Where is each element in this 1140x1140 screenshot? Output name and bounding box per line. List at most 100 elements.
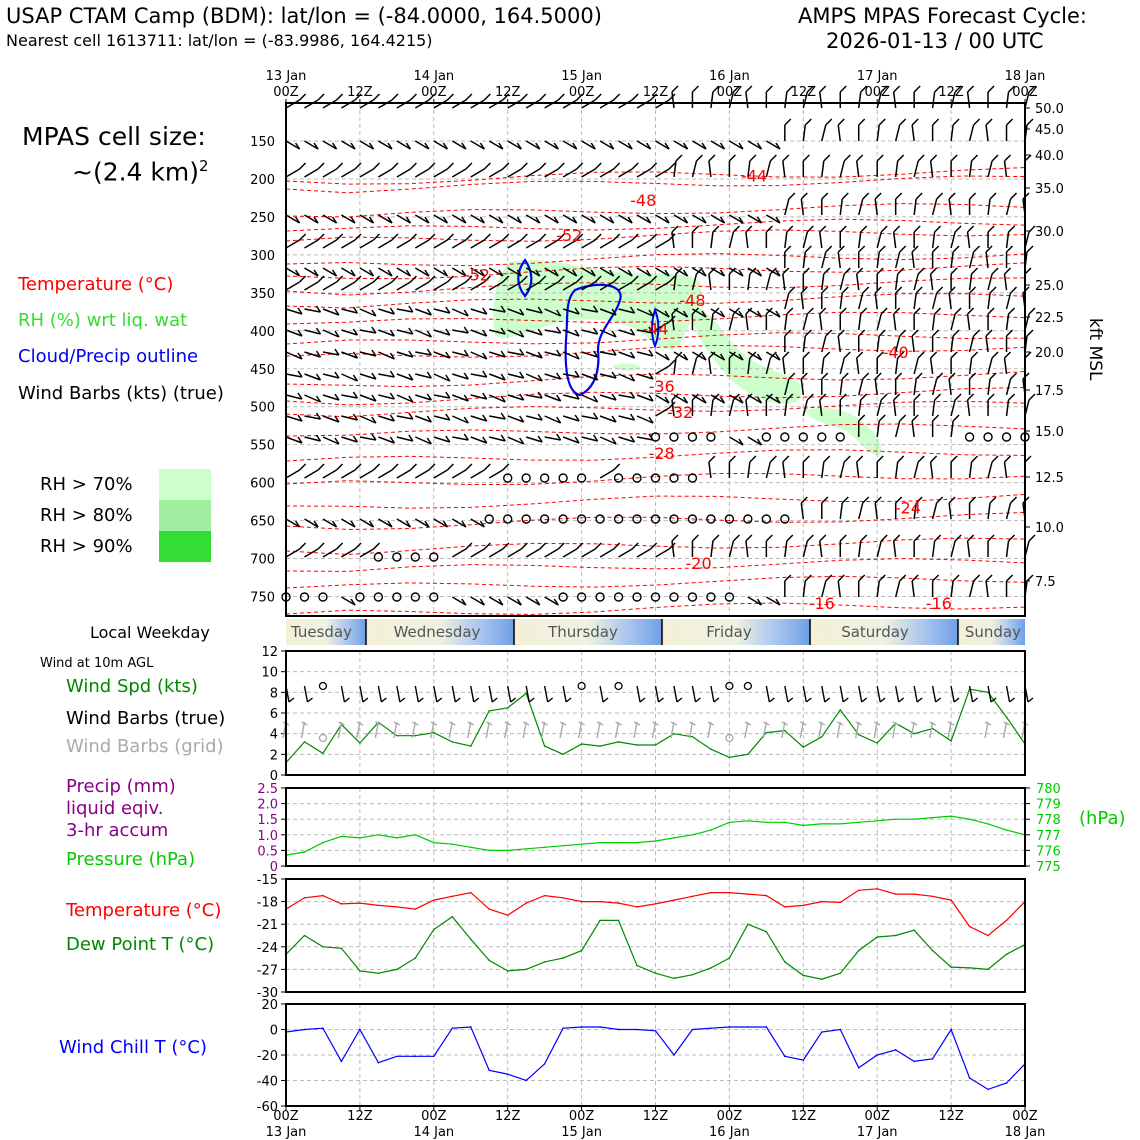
wind-barb xyxy=(839,502,843,520)
grid-wind-barb xyxy=(337,721,343,739)
grid-wind-barb xyxy=(448,721,453,739)
wind-barb-flag xyxy=(732,85,740,93)
wind-barb-flag xyxy=(372,233,381,241)
y-tick-label: 6 xyxy=(270,707,278,722)
wind-barb xyxy=(729,394,744,404)
wind-barb xyxy=(892,399,897,417)
wind-barb-flag xyxy=(804,118,812,126)
wind-barb-flag xyxy=(860,225,868,233)
wind-barb-flag xyxy=(987,393,995,401)
calm-wind-marker xyxy=(669,592,679,602)
calm-wind-marker xyxy=(761,514,772,524)
surface-wind-barb xyxy=(654,685,660,703)
wind-barb-flag xyxy=(352,374,359,382)
temperature-line-point xyxy=(322,894,324,897)
x-tick-label-date: 17 Jan xyxy=(857,1125,898,1140)
temperature-contour xyxy=(285,218,1026,232)
pressure-tick-label: 250 xyxy=(250,211,275,226)
wind-barb xyxy=(747,214,762,224)
temperature-contour xyxy=(285,203,1026,218)
y-tick-label: 1.5 xyxy=(257,813,278,828)
wind-barb xyxy=(913,160,919,178)
wind-barb-flag xyxy=(819,393,827,401)
wind-barb xyxy=(857,198,864,216)
wind-barb xyxy=(745,91,749,109)
wind-barb xyxy=(655,394,670,404)
surface-wind-frame xyxy=(285,650,1026,776)
pressure-line-point xyxy=(488,849,491,852)
wind-barb xyxy=(782,273,786,291)
calm-wind-marker xyxy=(503,514,513,524)
dewpoint-line-point xyxy=(396,968,398,971)
wind-barb-flag xyxy=(313,216,319,224)
wind-barb-flag xyxy=(334,415,340,423)
wind-barb xyxy=(692,214,707,224)
wind-barb-flag xyxy=(463,349,469,357)
wind-barb xyxy=(876,313,882,331)
dewpoint-line-point xyxy=(543,961,546,963)
calm-wind-marker xyxy=(429,552,439,562)
wind-barb-flag xyxy=(895,192,903,200)
temperature-contour xyxy=(285,253,1026,267)
wind-barb-flag xyxy=(1003,154,1012,162)
time-label-hour: 00Z xyxy=(717,85,743,100)
wind-barb-flag xyxy=(769,267,777,275)
x-tick-label-hour: 12Z xyxy=(791,1109,817,1124)
wind-barb xyxy=(451,469,467,479)
wind-barb-flag xyxy=(368,269,375,277)
wind-speed-line-point xyxy=(710,748,712,750)
wind-barb xyxy=(821,160,825,178)
wind-chill-line-point xyxy=(894,1049,897,1051)
wind-barb-flag xyxy=(482,352,488,360)
wind-barb-flag xyxy=(821,496,829,504)
y-tick-label: 10 xyxy=(261,666,278,681)
y-tick-label: 2 xyxy=(270,748,278,763)
wind-barb xyxy=(1005,502,1012,520)
wind-barb xyxy=(396,351,414,358)
temperature-line-point xyxy=(506,914,509,916)
wind-barb-flag xyxy=(893,307,901,315)
wind-barb xyxy=(562,373,580,378)
kft-tick-label: 12.5 xyxy=(1035,471,1064,486)
wind-barb xyxy=(729,267,744,277)
temperature-contour xyxy=(285,332,1026,345)
wind-barb xyxy=(581,281,596,291)
wind-barb xyxy=(488,239,504,249)
wind-barb-flag xyxy=(627,269,633,277)
wind-barb-flag xyxy=(611,308,617,316)
wind-barb xyxy=(747,273,751,291)
wind-barb xyxy=(544,415,561,424)
grid-wind-barb-flag xyxy=(652,721,659,726)
pressure-line-point xyxy=(950,815,952,817)
wind-barb-flag xyxy=(825,118,833,126)
wind-barb-flag xyxy=(646,216,652,224)
wind-barb-flag xyxy=(719,142,726,150)
wind-barb xyxy=(985,580,989,598)
wind-barb-flag xyxy=(372,93,381,101)
wind-barb xyxy=(802,335,807,353)
wind-barb-flag xyxy=(445,374,451,382)
wind-barb-flag xyxy=(843,455,851,463)
wind-barb xyxy=(507,596,522,606)
y-tick-label: 2.5 xyxy=(257,782,278,797)
grid-wind-barb-flag xyxy=(522,721,530,726)
wind-barb xyxy=(599,415,617,423)
wind-barb xyxy=(285,308,303,315)
time-label-hour: 12Z xyxy=(347,85,373,100)
wind-barb xyxy=(285,214,300,224)
wind-barb xyxy=(985,124,989,142)
y-tick-label: -60 xyxy=(257,1100,278,1115)
wind-barb xyxy=(304,436,321,442)
wind-speed-line-point xyxy=(913,732,915,735)
wind-barb-flag xyxy=(899,414,907,422)
wind-barb xyxy=(950,313,956,331)
wind-barb xyxy=(837,335,841,353)
calm-wind-marker xyxy=(650,473,661,483)
wind-barb-flag xyxy=(313,269,319,277)
wind-barb xyxy=(341,267,356,277)
wind-barb-flag xyxy=(648,372,654,380)
temperature-line-point xyxy=(802,904,805,907)
wind-barb-flag xyxy=(738,142,744,150)
wind-barb-flag xyxy=(932,329,940,337)
